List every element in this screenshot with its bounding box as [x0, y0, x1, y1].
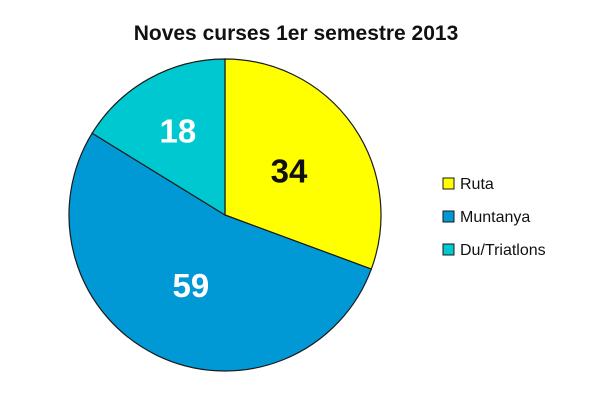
pie-data-labels: 34 59 18 — [159, 113, 308, 305]
data-label-du-triatlons: 18 — [159, 113, 196, 150]
legend-swatch-ruta — [442, 177, 455, 190]
legend-swatch-du-triatlons — [442, 243, 455, 256]
legend-label-muntanya: Muntanya — [460, 209, 530, 226]
pie-slice-ruta — [224, 58, 382, 270]
chart-title: Noves curses 1er semestre 2013 — [134, 22, 459, 45]
legend-label-du-triatlons: Du/Triatlons — [460, 242, 546, 259]
legend-label-ruta: Ruta — [460, 176, 494, 193]
data-label-ruta: 34 — [271, 152, 308, 189]
pie-slice-du-triatlons — [91, 58, 226, 217]
data-label-muntanya: 59 — [173, 267, 210, 304]
pie-slices — [68, 58, 382, 372]
pie-slice-muntanya — [68, 132, 373, 372]
legend-swatch-muntanya — [442, 210, 455, 223]
legend: Ruta Muntanya Du/Triatlons — [442, 176, 546, 259]
